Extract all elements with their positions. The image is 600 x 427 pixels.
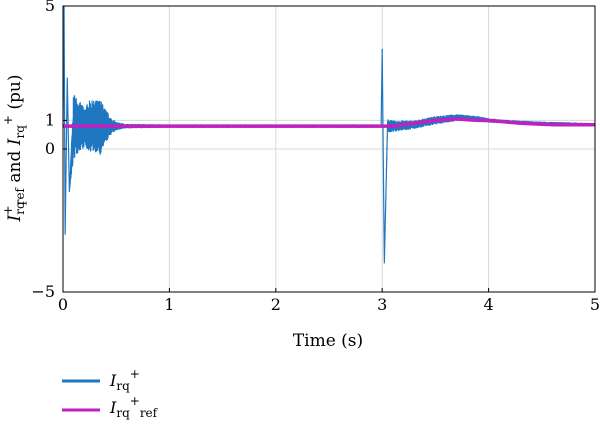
x-tick-label: 3 [377,295,387,314]
x-axis-label: Time (s) [293,331,363,351]
y-label-sub1: rq [13,201,27,215]
x-tick-label: 4 [484,295,494,314]
legend-label-irq-ref: Irq+ref [109,394,159,420]
legend: Irq+ Irq+ref [62,367,159,420]
y-label-sup1: + [1,205,15,215]
series-layer [62,5,596,264]
y-tick-label: 5 [45,0,55,15]
x-tick-label: 5 [590,295,600,314]
x-tick-label: 2 [271,295,281,314]
y-axis-label: Irq+ref and Irq+ (pu) [1,75,27,223]
y-label-sub1b: ref [13,186,27,205]
y-tick-label: −5 [31,282,55,301]
y-label-main2: I [5,138,25,146]
x-tick-label: 0 [58,295,68,314]
y-tick-label: 0 [45,139,55,158]
x-tick-label: 1 [164,295,174,314]
y-tick-label: 1 [45,110,55,129]
series-line-irq [62,5,596,264]
y-label-sup2: + [1,115,15,125]
y-label-sub2: rq [13,125,27,139]
legend-label-irq: Irq+ [109,367,140,393]
y-label-mid: and [5,145,25,188]
y-label-main: I [5,214,25,222]
grid-lines [62,5,596,293]
series-line-irq-ref [62,117,596,128]
y-label-tail: (pu) [5,75,25,116]
